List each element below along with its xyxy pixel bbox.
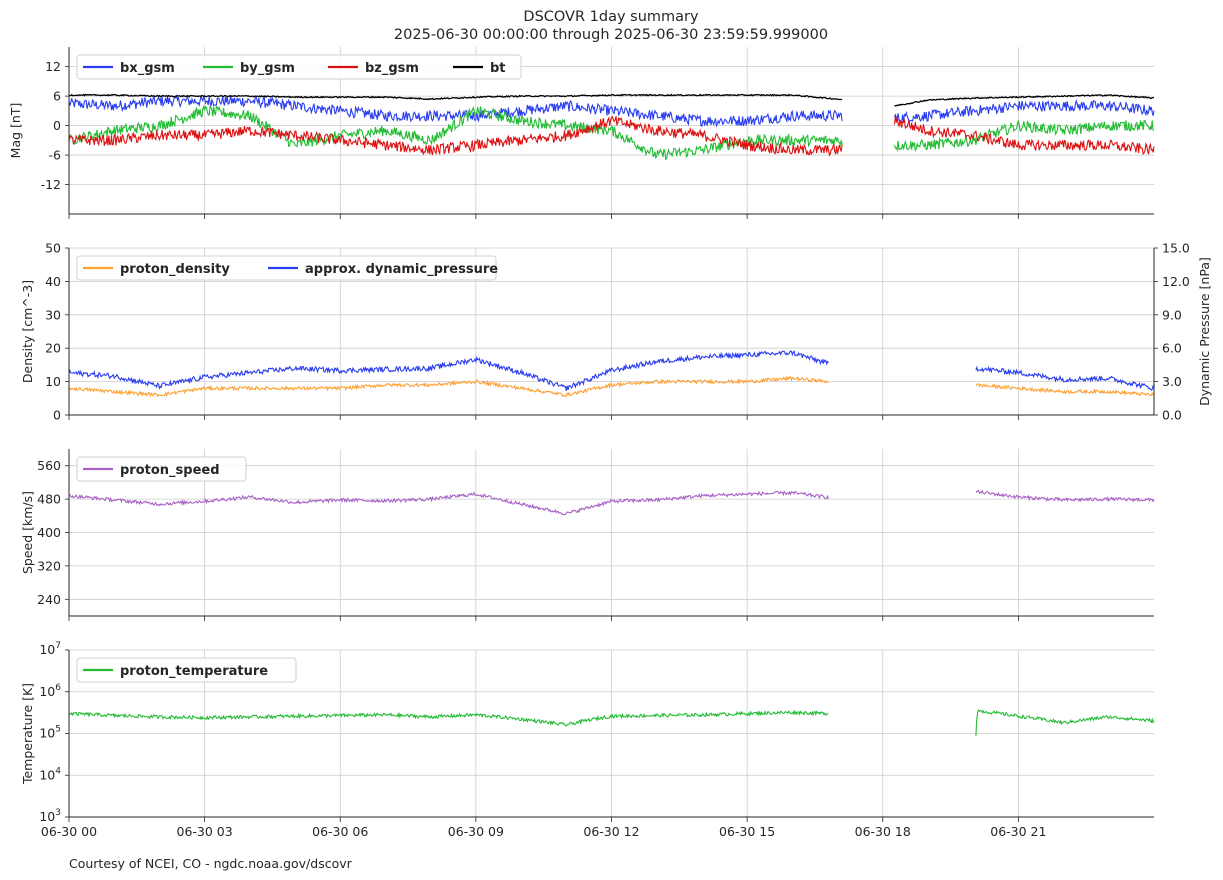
right-tick-label: 0.0: [1162, 408, 1182, 423]
y-tick-label: 560: [37, 458, 61, 473]
right-axis-label: Dynamic Pressure [nPa]: [1197, 257, 1212, 406]
legend-label: by_gsm: [240, 61, 295, 76]
series-line-proton_density: [68, 375, 1155, 398]
y-tick-label: 0: [53, 408, 61, 423]
legend-label: proton_temperature: [120, 664, 268, 679]
panel-1: -12 -6 0 6 12 Mag [nT] bx_gsm by_gsm bz_gsm bt: [8, 47, 1155, 219]
series-line-proton_speed: [68, 489, 1155, 516]
x-tick-label: 06-30 12: [583, 824, 639, 839]
y-axis-label: Mag [nT]: [8, 103, 23, 159]
legend-label: bx_gsm: [120, 61, 175, 76]
legend-box: [76, 657, 297, 683]
right-tick-label: 15.0: [1162, 241, 1190, 256]
x-tick-label: 06-30 06: [312, 824, 368, 839]
y-axis-label: Density [cm^-3]: [20, 280, 35, 383]
y-tick-label: 107: [39, 641, 61, 657]
y-tick-label: -12: [41, 177, 61, 192]
right-tick-label: 12.0: [1162, 274, 1190, 289]
y-tick-label: 12: [45, 59, 61, 74]
y-tick-label: 50: [45, 241, 61, 256]
y-tick-label: 0: [53, 118, 61, 133]
right-tick-label: 3.0: [1162, 374, 1182, 389]
series-line-bx_gsm: [68, 93, 1155, 128]
figure-title-line2: 2025-06-30 00:00:00 through 2025-06-30 2…: [394, 27, 828, 43]
credit-text: Courtesy of NCEI, CO - ngdc.noaa.gov/dsc…: [69, 856, 353, 871]
y-tick-label: -6: [49, 148, 62, 163]
series-line-bt: [68, 93, 1155, 107]
x-tick-label: 06-30 00: [41, 824, 97, 839]
y-tick-label: 30: [45, 307, 61, 322]
x-tick-label: 06-30 18: [855, 824, 911, 839]
panel-3: 240 320 400 480 560 Speed [km/s] proton_speed: [20, 449, 1155, 621]
y-tick-label: 104: [39, 766, 61, 782]
y-axis-label: Temperature [K]: [20, 683, 35, 785]
series-line-bz_gsm: [68, 115, 1155, 157]
series-line-by_gsm: [68, 104, 1155, 161]
y-axis-label: Speed [km/s]: [20, 491, 35, 574]
y-tick-label: 103: [39, 808, 61, 824]
y-tick-label: 480: [37, 492, 61, 507]
legend-label: bz_gsm: [365, 61, 419, 76]
figure-title-line1: DSCOVR 1day summary: [523, 9, 699, 25]
series-line-approx--dynamic_pressure: [68, 350, 1155, 391]
y-tick-label: 240: [37, 592, 61, 607]
y-tick-label: 105: [39, 725, 61, 741]
legend-label: proton_speed: [120, 463, 220, 478]
x-tick-label: 06-30 15: [719, 824, 775, 839]
panel-4: 103 104 105 106 107 Temperature [K] 06-30 00 06…: [20, 641, 1155, 839]
right-tick-label: 9.0: [1162, 307, 1182, 322]
y-tick-label: 320: [37, 558, 61, 573]
series-line-proton_temperature: [68, 708, 1155, 736]
y-tick-label: 40: [45, 274, 61, 289]
legend-box: [76, 456, 247, 482]
legend-label: approx. dynamic_pressure: [305, 262, 498, 277]
panel-2: 0 10 20 30 40 50 0.0 3.0 6.0 9.0 12.0 15.0 Dynamic P…: [20, 241, 1212, 423]
y-tick-label: 10: [45, 374, 61, 389]
y-tick-label: 400: [37, 525, 61, 540]
legend-label: bt: [490, 61, 506, 76]
right-tick-label: 6.0: [1162, 341, 1182, 356]
chart-panels: -12 -6 0 6 12 Mag [nT] bx_gsm by_gsm bz_gsm bt 0 10…: [8, 47, 1212, 839]
y-tick-label: 106: [39, 683, 61, 699]
y-tick-label: 20: [45, 341, 61, 356]
legend-label: proton_density: [120, 262, 230, 277]
x-tick-label: 06-30 09: [448, 824, 504, 839]
y-tick-label: 6: [53, 89, 61, 104]
x-tick-label: 06-30 03: [177, 824, 233, 839]
x-tick-label: 06-30 21: [990, 824, 1046, 839]
legend-box: [76, 54, 522, 80]
